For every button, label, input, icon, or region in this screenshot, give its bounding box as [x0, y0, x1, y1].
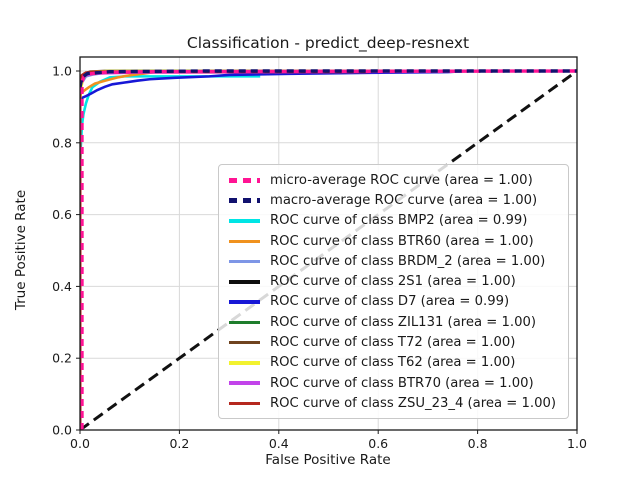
- x-tick-label: 1.0: [567, 436, 587, 451]
- legend-swatch-ZIL131: [229, 320, 260, 325]
- legend-label-T72: ROC curve of class T72 (area = 1.00): [270, 335, 516, 351]
- legend-row-ZSU_23_4: ROC curve of class ZSU_23_4 (area = 1.00…: [229, 394, 564, 413]
- legend-swatch-macro-average: [229, 198, 260, 204]
- legend-swatch-2S1: [229, 280, 260, 284]
- legend-row-BTR70: ROC curve of class BTR70 (area = 1.00): [229, 374, 564, 393]
- legend-swatch-micro-average: [229, 178, 260, 183]
- legend-box: micro-average ROC curve (area = 1.00) mac…: [218, 164, 569, 419]
- y-tick-label: 1.0: [52, 64, 72, 79]
- legend-label-ZSU_23_4: ROC curve of class ZSU_23_4 (area = 1.00…: [270, 395, 557, 411]
- legend-swatch-BTR60: [229, 239, 260, 244]
- legend-label-BTR60: ROC curve of class BTR60 (area = 1.00): [270, 233, 534, 249]
- y-tick-label: 0.8: [52, 135, 72, 150]
- y-axis-label: True Positive Rate: [13, 190, 29, 311]
- x-tick-label: 0.2: [169, 436, 189, 451]
- y-tick-label: 0.6: [52, 207, 72, 222]
- legend-row-ZIL131: ROC curve of class ZIL131 (area = 1.00): [229, 313, 564, 332]
- y-tick-label: 0.2: [52, 351, 72, 366]
- x-axis-label: False Positive Rate: [265, 452, 390, 468]
- legend-row-D7: ROC curve of class D7 (area = 0.99): [229, 293, 564, 312]
- legend-row-macro-average: macro-average ROC curve (area = 1.00): [229, 191, 564, 210]
- x-tick-label: 0.6: [368, 436, 388, 451]
- legend-swatch-BMP2: [229, 219, 260, 223]
- legend-label-BTR70: ROC curve of class BTR70 (area = 1.00): [270, 375, 534, 391]
- legend-row-2S1: ROC curve of class 2S1 (area = 1.00): [229, 272, 564, 291]
- legend-row-BRDM_2: ROC curve of class BRDM_2 (area = 1.00): [229, 252, 564, 271]
- legend-swatch-D7: [229, 300, 260, 304]
- x-tick-label: 0.0: [70, 436, 90, 451]
- tick-layer: 0.0 0.2 0.4 0.6 0.8 1.0 0.0 0.2 0.4 0.6 0.8 1.0: [52, 64, 587, 451]
- legend-label-D7: ROC curve of class D7 (area = 0.99): [270, 294, 510, 310]
- legend-label-micro-average: micro-average ROC curve (area = 1.00): [270, 172, 533, 188]
- legend-row-micro-average: micro-average ROC curve (area = 1.00): [229, 171, 564, 190]
- x-tick-label: 0.8: [468, 436, 488, 451]
- legend-swatch-ZSU_23_4: [229, 401, 260, 406]
- legend-label-BRDM_2: ROC curve of class BRDM_2 (area = 1.00): [270, 253, 546, 269]
- legend-row-BMP2: ROC curve of class BMP2 (area = 0.99): [229, 212, 564, 231]
- legend-row-T62: ROC curve of class T62 (area = 1.00): [229, 353, 564, 372]
- chart-title: Classification - predict_deep-resnext: [187, 34, 469, 53]
- legend-label-BMP2: ROC curve of class BMP2 (area = 0.99): [270, 213, 528, 229]
- legend-label-ZIL131: ROC curve of class ZIL131 (area = 1.00): [270, 314, 537, 330]
- legend-swatch-T62: [229, 361, 260, 365]
- legend-row-BTR60: ROC curve of class BTR60 (area = 1.00): [229, 232, 564, 251]
- curve-macro-average: [80, 69, 577, 88]
- legend-row-T72: ROC curve of class T72 (area = 1.00): [229, 333, 564, 352]
- legend-label-macro-average: macro-average ROC curve (area = 1.00): [270, 193, 538, 209]
- legend-swatch-BRDM_2: [229, 259, 260, 264]
- x-tick-label: 0.4: [269, 436, 289, 451]
- legend-swatch-BTR70: [229, 381, 260, 385]
- legend-label-2S1: ROC curve of class 2S1 (area = 1.00): [270, 274, 516, 290]
- legend-label-T62: ROC curve of class T62 (area = 1.00): [270, 355, 516, 371]
- plot-border: [79, 56, 578, 431]
- y-tick-label: 0.4: [52, 279, 72, 294]
- y-tick-label: 0.0: [52, 423, 72, 438]
- legend-swatch-T72: [229, 340, 260, 345]
